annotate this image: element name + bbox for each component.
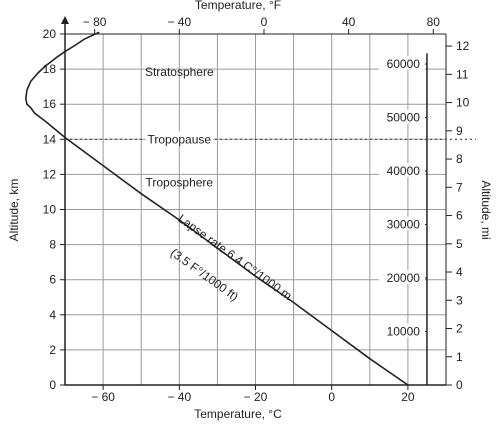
bottom-tick-label: − 40 xyxy=(167,390,191,404)
tropopause-label: Tropopause xyxy=(147,132,211,146)
top-tick-label: − 80 xyxy=(83,15,107,29)
feet-label-bg xyxy=(378,216,425,231)
left-tick-label: 2 xyxy=(49,343,56,357)
right-tick-label: 8 xyxy=(456,152,463,166)
bottom-tick-label: 20 xyxy=(401,390,415,404)
tick-labels: − 60− 40− 20 0 20− 80− 40 0 40 80024681012141… xyxy=(43,15,470,404)
left-tick-label: 0 xyxy=(49,378,56,392)
stratosphere-label: Stratosphere xyxy=(145,65,214,79)
right-tick-label: 12 xyxy=(456,39,470,53)
bottom-axis-title: Temperature, °C xyxy=(194,407,282,421)
feet-tick-label: 60000 xyxy=(387,57,421,71)
y-axis-arrow xyxy=(61,16,69,24)
left-axis-title: Altitude, km xyxy=(7,179,21,242)
right-tick-label: 3 xyxy=(456,293,463,307)
top-axis-title: Temperature, °F xyxy=(195,0,281,12)
feet-tick-label: 50000 xyxy=(387,111,421,125)
right-tick-label: 5 xyxy=(456,237,463,251)
right-tick-label: 10 xyxy=(456,96,470,110)
troposphere-label: Troposphere xyxy=(146,176,214,190)
feet-label-bg xyxy=(378,323,425,338)
feet-tick-label: 20000 xyxy=(387,271,421,285)
series xyxy=(24,31,409,386)
right-tick-label: 7 xyxy=(456,180,463,194)
bottom-tick-label: − 60 xyxy=(91,390,115,404)
left-tick-label: 8 xyxy=(49,238,56,252)
feet-label-bg xyxy=(378,270,425,285)
temperature-profile-line xyxy=(24,31,409,386)
top-tick-label: 40 xyxy=(342,15,356,29)
right-tick-label: 1 xyxy=(456,350,463,364)
feet-label-bg xyxy=(378,109,425,124)
left-tick-label: 20 xyxy=(43,27,57,41)
feet-tick-label: 10000 xyxy=(387,325,421,339)
right-tick-label: 0 xyxy=(456,378,463,392)
top-tick-label: 0 xyxy=(261,15,268,29)
right-tick-label: 11 xyxy=(456,67,469,81)
right-tick-label: 6 xyxy=(456,209,463,223)
right-tick-label: 9 xyxy=(456,124,463,138)
feet-tick-label: 30000 xyxy=(387,218,421,232)
feet-tick-label: 40000 xyxy=(387,164,421,178)
left-tick-label: 10 xyxy=(43,203,57,217)
bottom-tick-label: 0 xyxy=(328,390,335,404)
left-tick-label: 6 xyxy=(49,273,56,287)
axes xyxy=(60,16,476,390)
top-tick-label: − 40 xyxy=(167,15,191,29)
left-tick-label: 18 xyxy=(43,62,57,76)
left-tick-label: 14 xyxy=(43,132,57,146)
feet-label-bg xyxy=(378,56,425,71)
right-tick-label: 4 xyxy=(456,265,463,279)
left-tick-label: 12 xyxy=(43,167,57,181)
feet-label-bg xyxy=(378,163,425,178)
tropopause-label-bg xyxy=(145,131,214,146)
bottom-tick-label: − 20 xyxy=(244,390,268,404)
top-tick-label: 80 xyxy=(427,15,441,29)
left-tick-label: 16 xyxy=(43,97,57,111)
right-axis-title: Altitude, mi xyxy=(479,180,493,239)
left-tick-label: 4 xyxy=(49,308,56,322)
right-tick-label: 2 xyxy=(456,322,463,336)
